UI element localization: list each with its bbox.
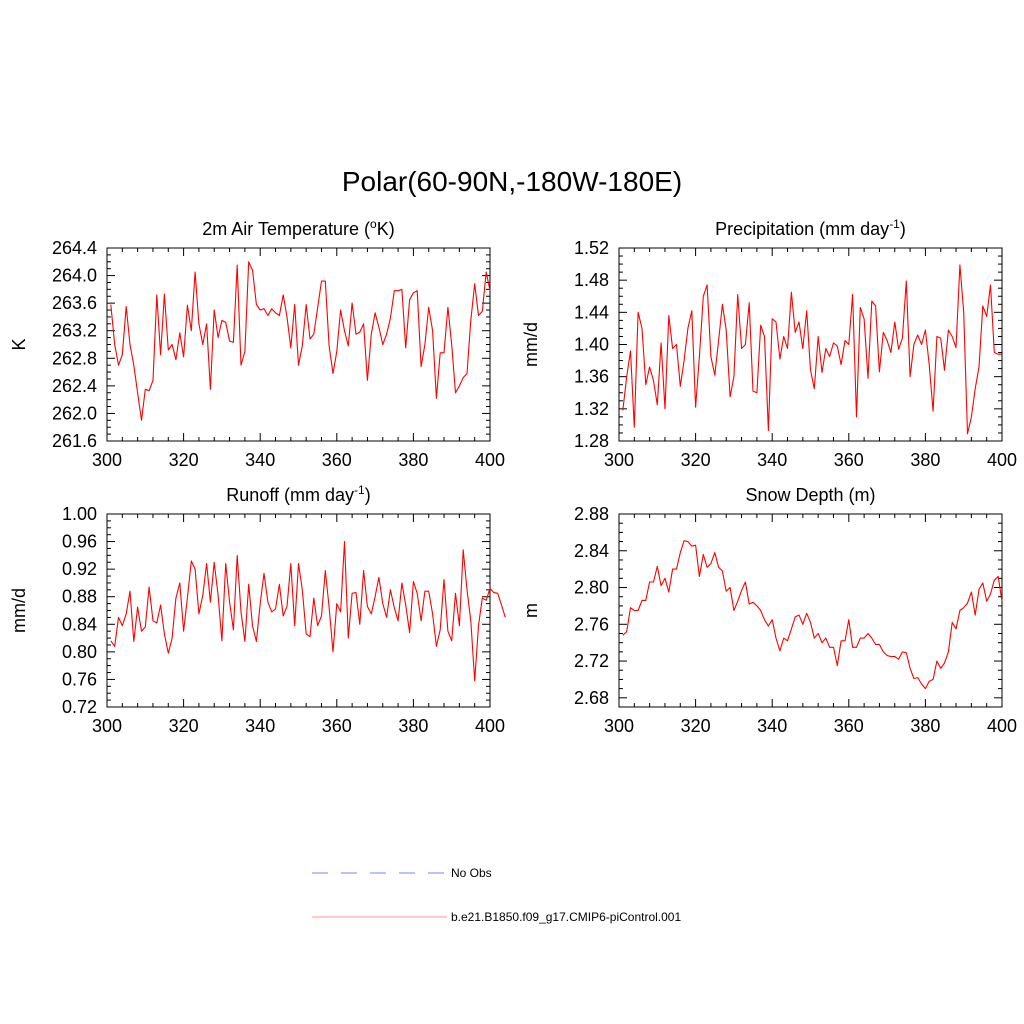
panel-title: Snow Depth (m) [745,485,875,505]
x-tick-label: 340 [757,716,787,736]
chart-panel-2: Precipitation (mm day-1) mm/d 300 320 340 360… [521,217,1017,470]
y-tick-label: 1.32 [574,399,609,419]
x-tick-label: 400 [475,450,505,470]
legend-obs-label: No Obs [451,866,492,880]
x-tick-label: 400 [987,716,1017,736]
y-tick-label: 0.72 [62,697,97,717]
y-tick-label: 2.88 [574,504,609,524]
y-tick-label: 0.96 [62,532,97,552]
y-tick-label: 262.0 [52,403,97,423]
y-tick-label: 0.76 [62,669,97,689]
x-tick-label: 360 [322,450,352,470]
y-tick-label: 1.00 [62,504,97,524]
y-tick-label: 1.44 [574,302,609,322]
x-tick-label: 360 [834,450,864,470]
y-tick-label: 1.52 [574,238,609,258]
x-tick-label: 360 [322,716,352,736]
x-tick-label: 340 [245,450,275,470]
chart-panel-3: Runoff (mm day-1) mm/d 300 320 340 360 380 400 1… [9,483,506,736]
y-axis-label: K [9,338,29,350]
series-line-model [622,264,1002,435]
y-axis-label: mm/d [521,322,541,367]
x-tick-label: 320 [169,450,199,470]
legend: No Obs b.e21.B1850.f09_g17.CMIP6-piContr… [312,866,681,924]
y-tick-label: 263.6 [52,293,97,313]
x-tick-label: 360 [834,716,864,736]
figure-title: Polar(60-90N,-180W-180E) [341,166,683,197]
y-tick-label: 262.4 [52,376,97,396]
y-tick-label: 1.48 [574,270,609,290]
series-line-model [110,261,491,421]
x-tick-label: 320 [681,716,711,736]
plot-frame [106,247,491,442]
x-tick-label: 320 [681,450,711,470]
panel-title: Runoff (mm day-1) [226,483,370,505]
panel-title: Precipitation (mm day-1) [715,217,906,239]
y-tick-label: 1.28 [574,431,609,451]
y-tick-label: 2.72 [574,651,609,671]
x-tick-label: 300 [604,450,634,470]
x-tick-label: 300 [92,716,122,736]
y-tick-label: 264.4 [52,238,97,258]
x-tick-label: 300 [604,716,634,736]
y-tick-label: 1.40 [574,335,609,355]
x-tick-label: 340 [757,450,787,470]
x-tick-label: 380 [910,450,940,470]
panel-title: 2m Air Temperature (oK) [202,217,394,239]
y-tick-label: 1.36 [574,367,609,387]
y-tick-label: 2.80 [574,578,609,598]
y-tick-label: 0.88 [62,587,97,607]
x-tick-label: 380 [398,450,428,470]
y-tick-label: 0.80 [62,642,97,662]
chart-panel-4: Snow Depth (m) m 300 320 340 360 380 400 2.88 2.8… [521,485,1017,736]
x-tick-label: 380 [910,716,940,736]
legend-model-label: b.e21.B1850.f09_g17.CMIP6-piControl.001 [451,910,681,924]
x-tick-label: 340 [245,716,275,736]
y-tick-label: 264.0 [52,266,97,286]
series-line-model [622,540,1003,690]
y-tick-label: 2.84 [574,541,609,561]
y-axis-label: mm/d [9,588,29,633]
y-tick-label: 2.68 [574,688,609,708]
y-tick-label: 2.76 [574,614,609,634]
chart-panel-1: 2m Air Temperature (oK) K 300 320 340 360 380 4… [9,217,505,470]
y-tick-label: 263.2 [52,321,97,341]
y-tick-label: 262.8 [52,348,97,368]
y-tick-label: 0.84 [62,614,97,634]
x-tick-label: 400 [987,450,1017,470]
x-tick-label: 320 [169,716,199,736]
y-axis-label: m [521,603,541,618]
x-tick-label: 380 [398,716,428,736]
series-line-model [110,541,506,682]
plot-frame [618,513,1003,708]
y-tick-label: 0.92 [62,559,97,579]
x-tick-label: 300 [92,450,122,470]
y-tick-label: 261.6 [52,431,97,451]
x-tick-label: 400 [475,716,505,736]
